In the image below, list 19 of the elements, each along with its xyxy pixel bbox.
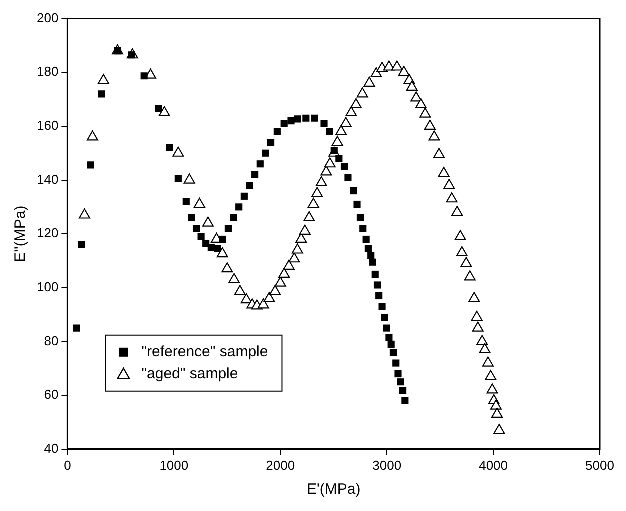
y-tick-label: 80: [44, 333, 59, 348]
y-axis-title: E''(MPa): [12, 206, 30, 262]
y-tick-label: 180: [36, 64, 59, 80]
legend-label: "reference" sample: [142, 344, 268, 361]
y-tick-label: 160: [36, 118, 59, 134]
x-axis-title: E'(MPa): [306, 481, 361, 498]
y-tick-label: 200: [36, 10, 59, 26]
x-tick-label: 5000: [586, 458, 614, 473]
y-tick-label: 40: [44, 440, 59, 456]
x-tick-label: 3000: [372, 458, 402, 473]
y-tick-label: 60: [44, 387, 59, 402]
x-tick-label: 2000: [266, 458, 296, 473]
x-tick-label: 0: [64, 458, 72, 473]
y-tick-label: 120: [36, 226, 59, 241]
x-tick-label: 1000: [160, 458, 189, 473]
y-tick-label: 100: [36, 280, 59, 295]
legend-label: "aged" sample: [142, 366, 238, 383]
y-tick-label: 140: [36, 172, 59, 187]
x-tick-label: 4000: [479, 458, 508, 473]
